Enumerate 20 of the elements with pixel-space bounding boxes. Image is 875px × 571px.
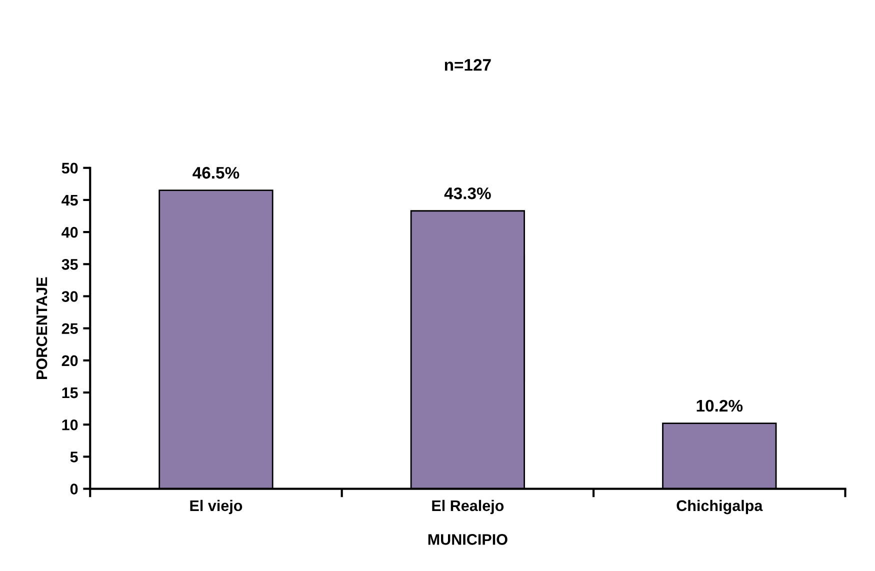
y-tick-label: 40 bbox=[62, 226, 78, 238]
x-tick-label: El Realejo bbox=[432, 500, 504, 514]
y-tick-label: 10 bbox=[62, 419, 78, 430]
y-tick-label: 35 bbox=[62, 259, 78, 270]
x-tick-label: Chichigalpa bbox=[676, 500, 763, 514]
data-label: 10.2% bbox=[696, 400, 743, 412]
y-tick-label: 15 bbox=[62, 388, 78, 398]
data-label: 46.5% bbox=[192, 166, 240, 179]
data-label: 43.3% bbox=[444, 187, 491, 200]
x-tick-label: El viejo bbox=[190, 500, 242, 514]
y-tick-label: 5 bbox=[70, 452, 78, 462]
y-axis-title: PORCENTAJE bbox=[36, 277, 48, 379]
y-tick-label: 45 bbox=[62, 194, 78, 206]
chart-title: n=127 bbox=[444, 59, 491, 71]
x-axis-title: MUNICIPIO bbox=[428, 534, 508, 545]
y-tick-label: 20 bbox=[62, 355, 78, 366]
y-tick-label: 30 bbox=[62, 291, 78, 302]
y-tick-label: 25 bbox=[62, 323, 78, 334]
y-tick-label: 50 bbox=[62, 162, 78, 174]
y-tick-label: 0 bbox=[70, 484, 78, 494]
